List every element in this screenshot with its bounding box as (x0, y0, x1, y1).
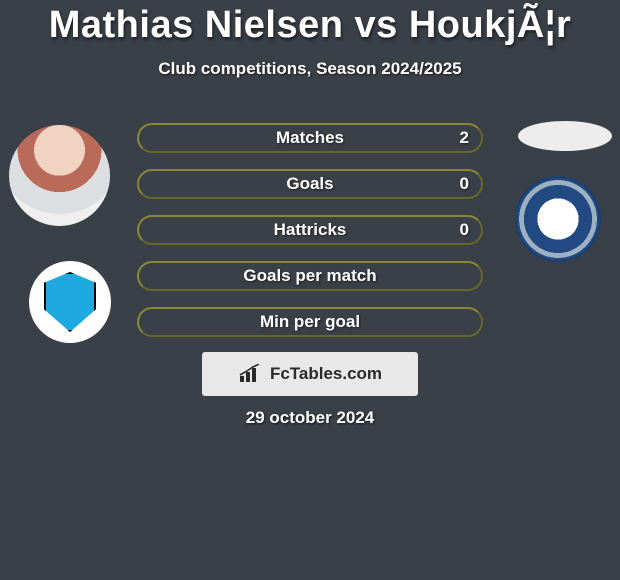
stat-label: Goals (139, 174, 481, 194)
player-right-avatar (518, 121, 612, 151)
page-title: Mathias Nielsen vs HoukjÃ¦r (0, 0, 620, 47)
stat-right-value: 2 (460, 128, 469, 148)
stat-row: Goals per match (137, 261, 483, 291)
generation-date: 29 october 2024 (0, 408, 620, 428)
stat-right-value: 0 (460, 220, 469, 240)
stat-row: Hattricks 0 (137, 215, 483, 245)
watermark-text: FcTables.com (270, 364, 382, 384)
bar-chart-icon (238, 364, 266, 384)
club-left-badge (29, 261, 111, 343)
page-subtitle: Club competitions, Season 2024/2025 (0, 59, 620, 79)
player-left-avatar (9, 125, 110, 226)
stat-label: Hattricks (139, 220, 481, 240)
stat-bars: Matches 2 Goals 0 Hattricks 0 Goals per … (137, 123, 483, 353)
club-left-shield-icon (44, 272, 96, 332)
stat-label: Min per goal (139, 312, 481, 332)
stat-row: Min per goal (137, 307, 483, 337)
stat-row: Matches 2 (137, 123, 483, 153)
club-right-badge (515, 176, 601, 262)
stat-label: Matches (139, 128, 481, 148)
stat-row: Goals 0 (137, 169, 483, 199)
watermark-plate: FcTables.com (202, 352, 418, 396)
stat-right-value: 0 (460, 174, 469, 194)
stat-label: Goals per match (139, 266, 481, 286)
